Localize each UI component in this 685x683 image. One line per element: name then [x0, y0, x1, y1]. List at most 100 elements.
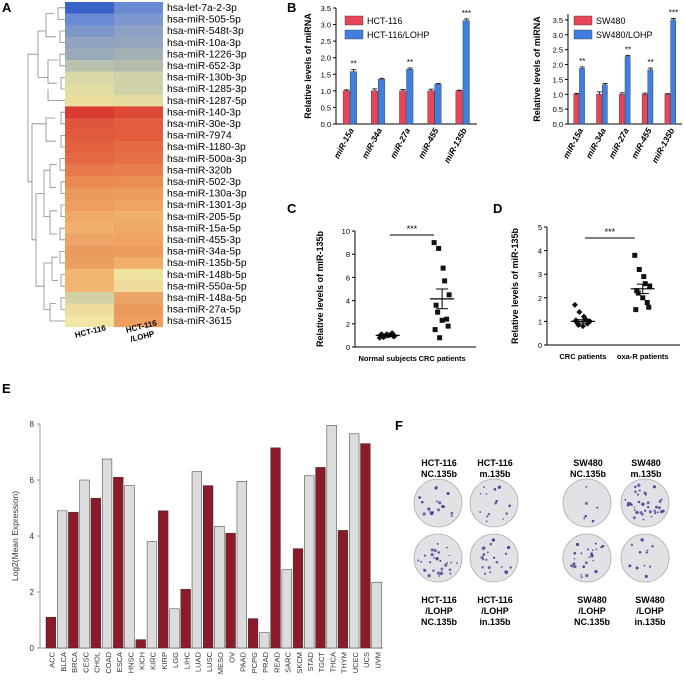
heatmap-cell — [65, 106, 114, 119]
plate-label: m.135b — [479, 469, 511, 479]
colony — [634, 490, 637, 494]
colony — [592, 559, 594, 562]
colony — [641, 502, 645, 506]
heatmap-cell — [114, 94, 163, 107]
heatmap-row-label: hsa-miR-1285-3p — [167, 84, 247, 95]
heatmap-cell — [114, 187, 163, 200]
plate-label: HCT-116 — [421, 595, 457, 605]
y-tick-label: 8 — [346, 250, 350, 259]
heatmap-cell — [65, 2, 114, 14]
colony — [437, 551, 440, 554]
dendrogram-branch — [47, 59, 58, 84]
legend-swatch — [573, 15, 593, 26]
bar — [670, 19, 676, 125]
x-tick-label: CHOL — [93, 652, 102, 673]
colony — [486, 551, 489, 554]
data-point — [636, 266, 642, 272]
bar — [236, 481, 247, 649]
x-tick-label: LUAD — [194, 651, 203, 672]
x-tick-label: miR-34a — [584, 126, 608, 160]
plate-label: /LOHP — [425, 606, 453, 616]
colony — [642, 518, 645, 521]
y-tick-label: 3.0 — [553, 31, 563, 40]
colony — [594, 542, 597, 545]
colony — [636, 493, 640, 496]
data-point — [646, 304, 652, 310]
x-tick-label: miR-455 — [629, 126, 653, 160]
colony — [495, 560, 499, 564]
bar — [342, 90, 350, 125]
y-tick-label: 2 — [346, 320, 350, 329]
heatmap-row-label: hsa-miR-505-5p — [167, 15, 241, 26]
heatmap-row-label: hsa-miR-205-5p — [167, 212, 241, 223]
heatmap-cell — [114, 2, 163, 14]
dendrogram-branch — [51, 256, 58, 281]
legend-swatch — [344, 15, 364, 26]
bar — [579, 68, 585, 125]
heatmap-cell — [114, 118, 163, 130]
y-tick-label: 2 — [538, 294, 542, 303]
colony — [449, 572, 452, 575]
colony — [446, 546, 448, 549]
x-tick-label: BLCA — [59, 652, 68, 672]
colony — [633, 506, 636, 508]
colony — [584, 501, 588, 505]
heatmap-cell — [65, 13, 114, 26]
data-point — [444, 316, 450, 322]
y-tick-label: 0 — [538, 341, 542, 350]
dendrogram-branch — [59, 53, 65, 67]
colony — [580, 552, 583, 555]
colony — [655, 505, 658, 509]
data-point — [445, 323, 451, 329]
y-tick-label: 3 — [538, 270, 542, 279]
dendrogram-branch — [59, 227, 65, 241]
colony — [485, 520, 488, 523]
colony — [433, 557, 435, 559]
colony — [433, 548, 437, 553]
x-tick-label: CRC patients — [559, 352, 606, 361]
heatmap-cell — [65, 268, 114, 281]
legend-swatch — [573, 29, 593, 40]
heatmap-row-label: hsa-miR-148b-5p — [167, 270, 247, 281]
heatmap-cell — [114, 36, 163, 49]
dendrogram-branch — [43, 169, 50, 217]
heatmap-cell — [65, 36, 114, 49]
x-tick-label: LIHC — [182, 651, 191, 669]
colony — [494, 501, 497, 505]
colony — [506, 545, 511, 550]
colony — [417, 559, 420, 562]
x-tick-label: PRAD — [261, 651, 270, 672]
y-tick-label: 1.0 — [321, 87, 331, 96]
bar — [158, 510, 169, 649]
heatmap-cell — [114, 83, 163, 96]
bar — [281, 569, 292, 649]
x-tick-label: miR-27a — [388, 126, 412, 160]
colony — [656, 511, 659, 514]
data-point — [647, 283, 653, 289]
colony — [438, 501, 442, 505]
colony — [497, 485, 502, 489]
colony — [420, 500, 424, 504]
colony — [575, 542, 580, 547]
bar — [349, 71, 357, 125]
colony — [502, 518, 505, 520]
bar — [462, 20, 470, 125]
dendrogram-branch — [49, 210, 57, 235]
y-tick-label: 3.5 — [321, 4, 331, 13]
heatmap-row-label: hsa-miR-140-3p — [167, 107, 241, 118]
plate-label: HCT-116 — [477, 595, 513, 605]
data-point — [641, 274, 647, 280]
bar — [371, 581, 382, 649]
x-tick-label: miR-27a — [606, 126, 630, 160]
y-tick-label: 4 — [538, 247, 542, 256]
x-tick-label: MESO — [216, 652, 225, 674]
panel-label-e: E — [2, 381, 11, 396]
y-axis-title: Relative levels of miR-135b — [510, 227, 520, 344]
data-point — [571, 301, 578, 308]
heatmap-cell — [114, 176, 163, 188]
bar — [113, 476, 124, 649]
significance-label: *** — [669, 8, 678, 17]
heatmap-panel: hsa-let-7a-2-3phsa-miR-505-5phsa-miR-548… — [27, 2, 247, 344]
panel-label-a: A — [2, 0, 12, 15]
heatmap-cell — [65, 60, 114, 72]
